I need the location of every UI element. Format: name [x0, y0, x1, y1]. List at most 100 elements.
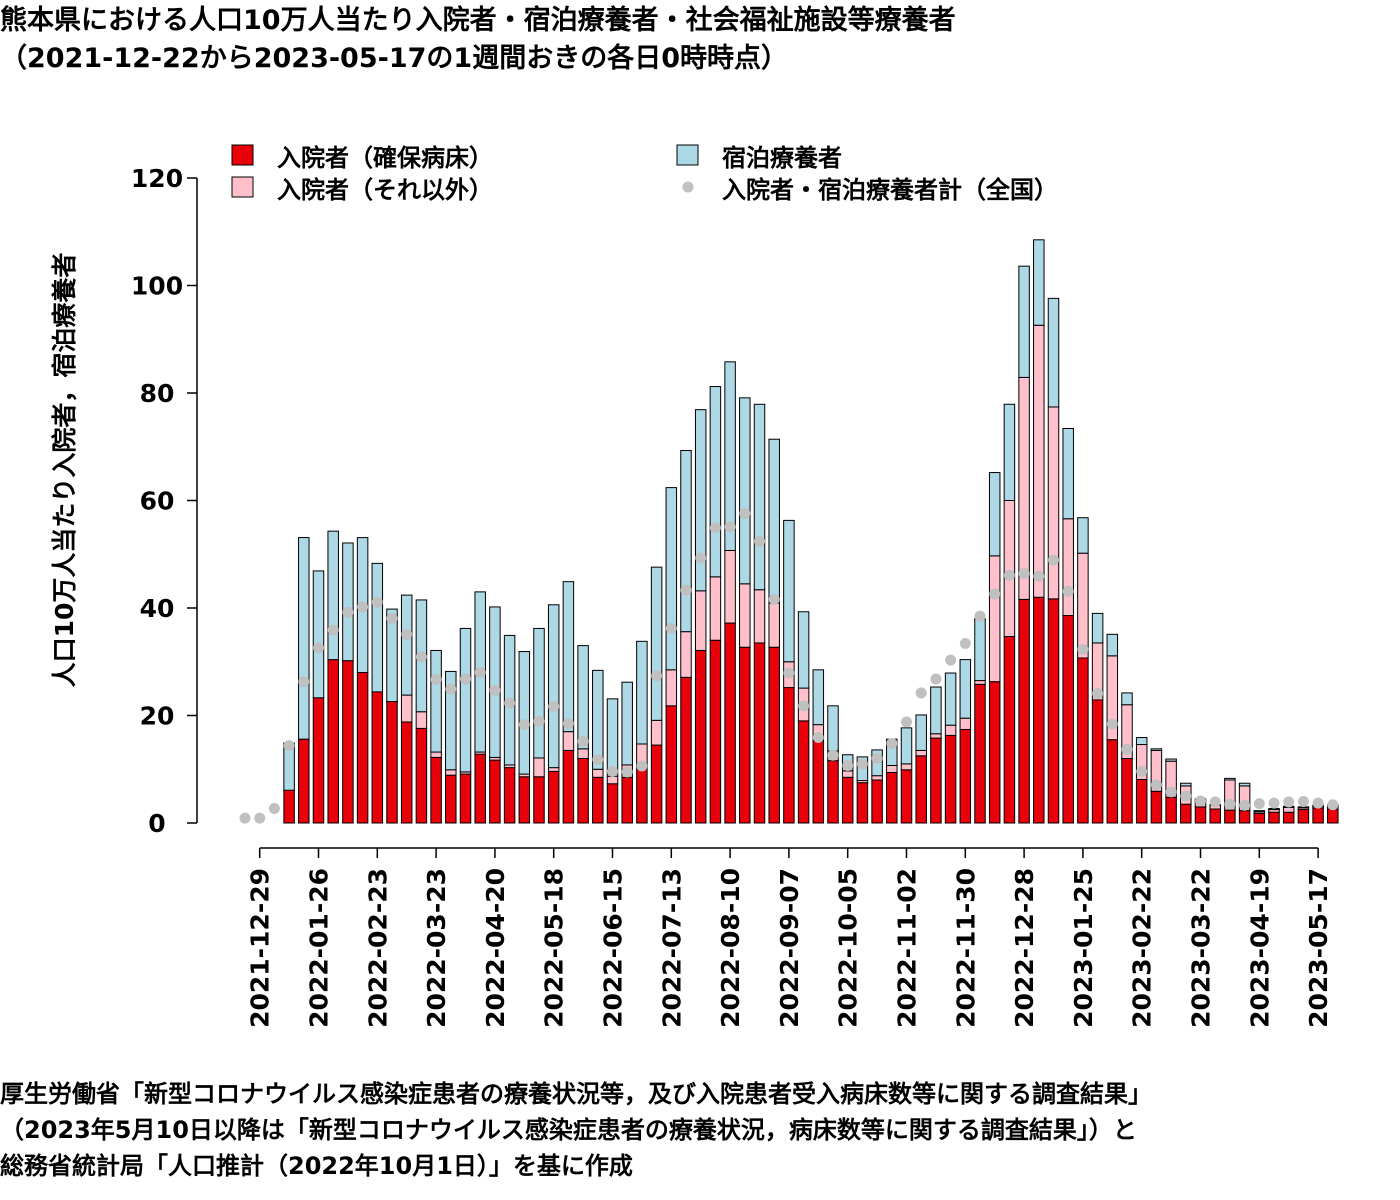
- bar-segment-s2-i30: [680, 450, 692, 633]
- bar-segment-s2-i72: [1297, 806, 1310, 809]
- bar-segment-s0-i63: [1165, 796, 1177, 824]
- bar-segment-s0-i30: [680, 676, 692, 824]
- national-total-point-42: [856, 758, 868, 770]
- bar-segment-s1-i29: [665, 669, 678, 707]
- bar-segment-s0-i53: [1018, 598, 1030, 824]
- bar-segment-s0-i71: [1282, 811, 1295, 824]
- bar-segment-s0-i24: [592, 776, 604, 824]
- bar-segment-s1-i71: [1282, 806, 1295, 813]
- bar-segment-s0-i22: [562, 749, 575, 824]
- x-axis: 2021-12-29 2022-01-26 2022-02-23 2022-03-23…: [246, 847, 1333, 1028]
- bar-segment-s2-i7: [342, 542, 354, 662]
- bar-segment-s2-i27: [636, 640, 648, 745]
- bar-segment-s0-i13: [430, 756, 442, 824]
- bar-segment-s2-i24: [592, 669, 604, 770]
- legend-label: 入院者（それ以外）: [277, 176, 493, 204]
- x-tick-label: 2023-04-19: [1245, 868, 1274, 1028]
- bar-segment-s2-i29: [665, 487, 678, 671]
- bar-segment-s2-i20: [533, 627, 545, 759]
- legend-swatch: [231, 144, 254, 166]
- bar-segment-s2-i13: [430, 649, 442, 753]
- bar-segment-s0-i50: [974, 683, 986, 824]
- bar-segment-s1-i49: [959, 717, 972, 730]
- national-total-point-64: [1180, 790, 1192, 802]
- source-line-1: 厚生労働省「新型コロナウイルス感染症患者の療養状況等，及び入院患者受入病床数等に…: [0, 1080, 1152, 1108]
- source-line-3: 総務省統計局「人口推計（2022年10月1日）」を基に作成: [0, 1152, 633, 1180]
- bar-segment-s2-i32: [709, 386, 722, 578]
- x-tick-label: 2023-03-22: [1187, 868, 1216, 1028]
- bar-segment-s2-i63: [1165, 758, 1177, 762]
- bar-segment-s0-i55: [1047, 598, 1060, 824]
- bar-segment-s0-i29: [665, 705, 678, 824]
- y-tick-label: 60: [140, 487, 175, 516]
- legend-label: 入院者・宿泊療養者計（全国）: [722, 176, 1058, 204]
- bar-segment-s1-i55: [1047, 406, 1060, 600]
- bar-segment-s2-i17: [489, 606, 501, 758]
- bar-segment-s1-i53: [1018, 376, 1030, 600]
- bar-segment-s2-i53: [1018, 265, 1030, 378]
- x-tick-label: 2023-05-17: [1304, 868, 1333, 1028]
- national-total-point-41: [842, 759, 854, 771]
- bar-segment-s1-i25: [606, 775, 619, 785]
- bar-segment-s1-i57: [1077, 552, 1089, 659]
- national-total-point-36: [768, 593, 780, 605]
- bar-segment-s1-i33: [724, 549, 736, 624]
- national-total-point-66: [1209, 796, 1221, 808]
- national-total-point-40: [827, 749, 839, 761]
- national-total-point-56: [1062, 585, 1074, 597]
- national-total-point-27: [636, 760, 648, 772]
- y-tick-label: 100: [131, 272, 183, 301]
- national-total-point-47: [930, 673, 942, 685]
- national-total-point-7: [342, 606, 354, 618]
- bar-segment-s1-i44: [886, 764, 898, 773]
- x-tick-label: 2023-02-22: [1128, 868, 1157, 1028]
- national-total-point-35: [754, 535, 765, 547]
- national-total-point-29: [665, 622, 677, 634]
- national-total-point-24: [592, 754, 604, 766]
- bar-segment-s2-i34: [739, 397, 751, 585]
- national-total-point-74: [1327, 799, 1339, 811]
- national-total-point-15: [460, 673, 471, 685]
- x-tick-label: 2022-05-18: [540, 868, 569, 1028]
- bar-segment-s0-i27: [636, 766, 648, 824]
- bar-segment-s0-i54: [1033, 596, 1045, 824]
- source-note: 厚生労働省「新型コロナウイルス感染症患者の療養状況等，及び入院患者受入病床数等に…: [0, 1076, 1152, 1184]
- bar-segment-s2-i49: [959, 659, 972, 719]
- bar-segment-s2-i48: [944, 672, 957, 726]
- bar-segment-s2-i68: [1238, 782, 1251, 787]
- bar-segment-s0-i12: [415, 727, 428, 824]
- bar-segment-s0-i28: [650, 744, 663, 824]
- national-total-point-37: [783, 667, 795, 679]
- bar-segment-s2-i50: [974, 618, 986, 682]
- bar-segment-s0-i6: [327, 659, 339, 824]
- x-tick-label: 2022-03-23: [422, 868, 451, 1028]
- bar-segment-s0-i9: [371, 691, 384, 824]
- bar-segment-s2-i21: [547, 604, 560, 769]
- x-tick-label: 2021-12-29: [246, 868, 275, 1028]
- bar-segment-s0-i61: [1135, 778, 1148, 824]
- bar-segment-s0-i5: [312, 697, 325, 824]
- bar-segment-s2-i4: [298, 537, 310, 740]
- bar-segment-s0-i19: [518, 776, 531, 824]
- national-total-point-26: [621, 766, 633, 778]
- x-tick-label: 2022-06-15: [599, 868, 628, 1028]
- bar-segment-s1-i14: [445, 769, 457, 776]
- legend-label: 宿泊療養者: [722, 144, 842, 172]
- national-total-point-73: [1312, 797, 1324, 809]
- bar-segment-s2-i28: [650, 566, 663, 721]
- bar-segment-s0-i60: [1121, 758, 1133, 824]
- national-total-point-39: [812, 732, 824, 744]
- national-total-point-28: [651, 670, 663, 682]
- bar-segment-s0-i36: [768, 646, 780, 824]
- bar-segment-s2-i23: [577, 645, 589, 750]
- bar-segment-s2-i57: [1077, 517, 1089, 554]
- bar-segment-s2-i36: [768, 438, 780, 604]
- bar-segment-s2-i69: [1253, 810, 1266, 813]
- national-total-point-69: [1253, 798, 1265, 810]
- bar-segment-s0-i14: [445, 774, 457, 824]
- legend-label: 入院者（確保病床）: [277, 144, 493, 172]
- bar-segment-s1-i41: [841, 770, 854, 778]
- bar-segment-s2-i26: [621, 681, 633, 766]
- national-total-point-70: [1268, 797, 1280, 809]
